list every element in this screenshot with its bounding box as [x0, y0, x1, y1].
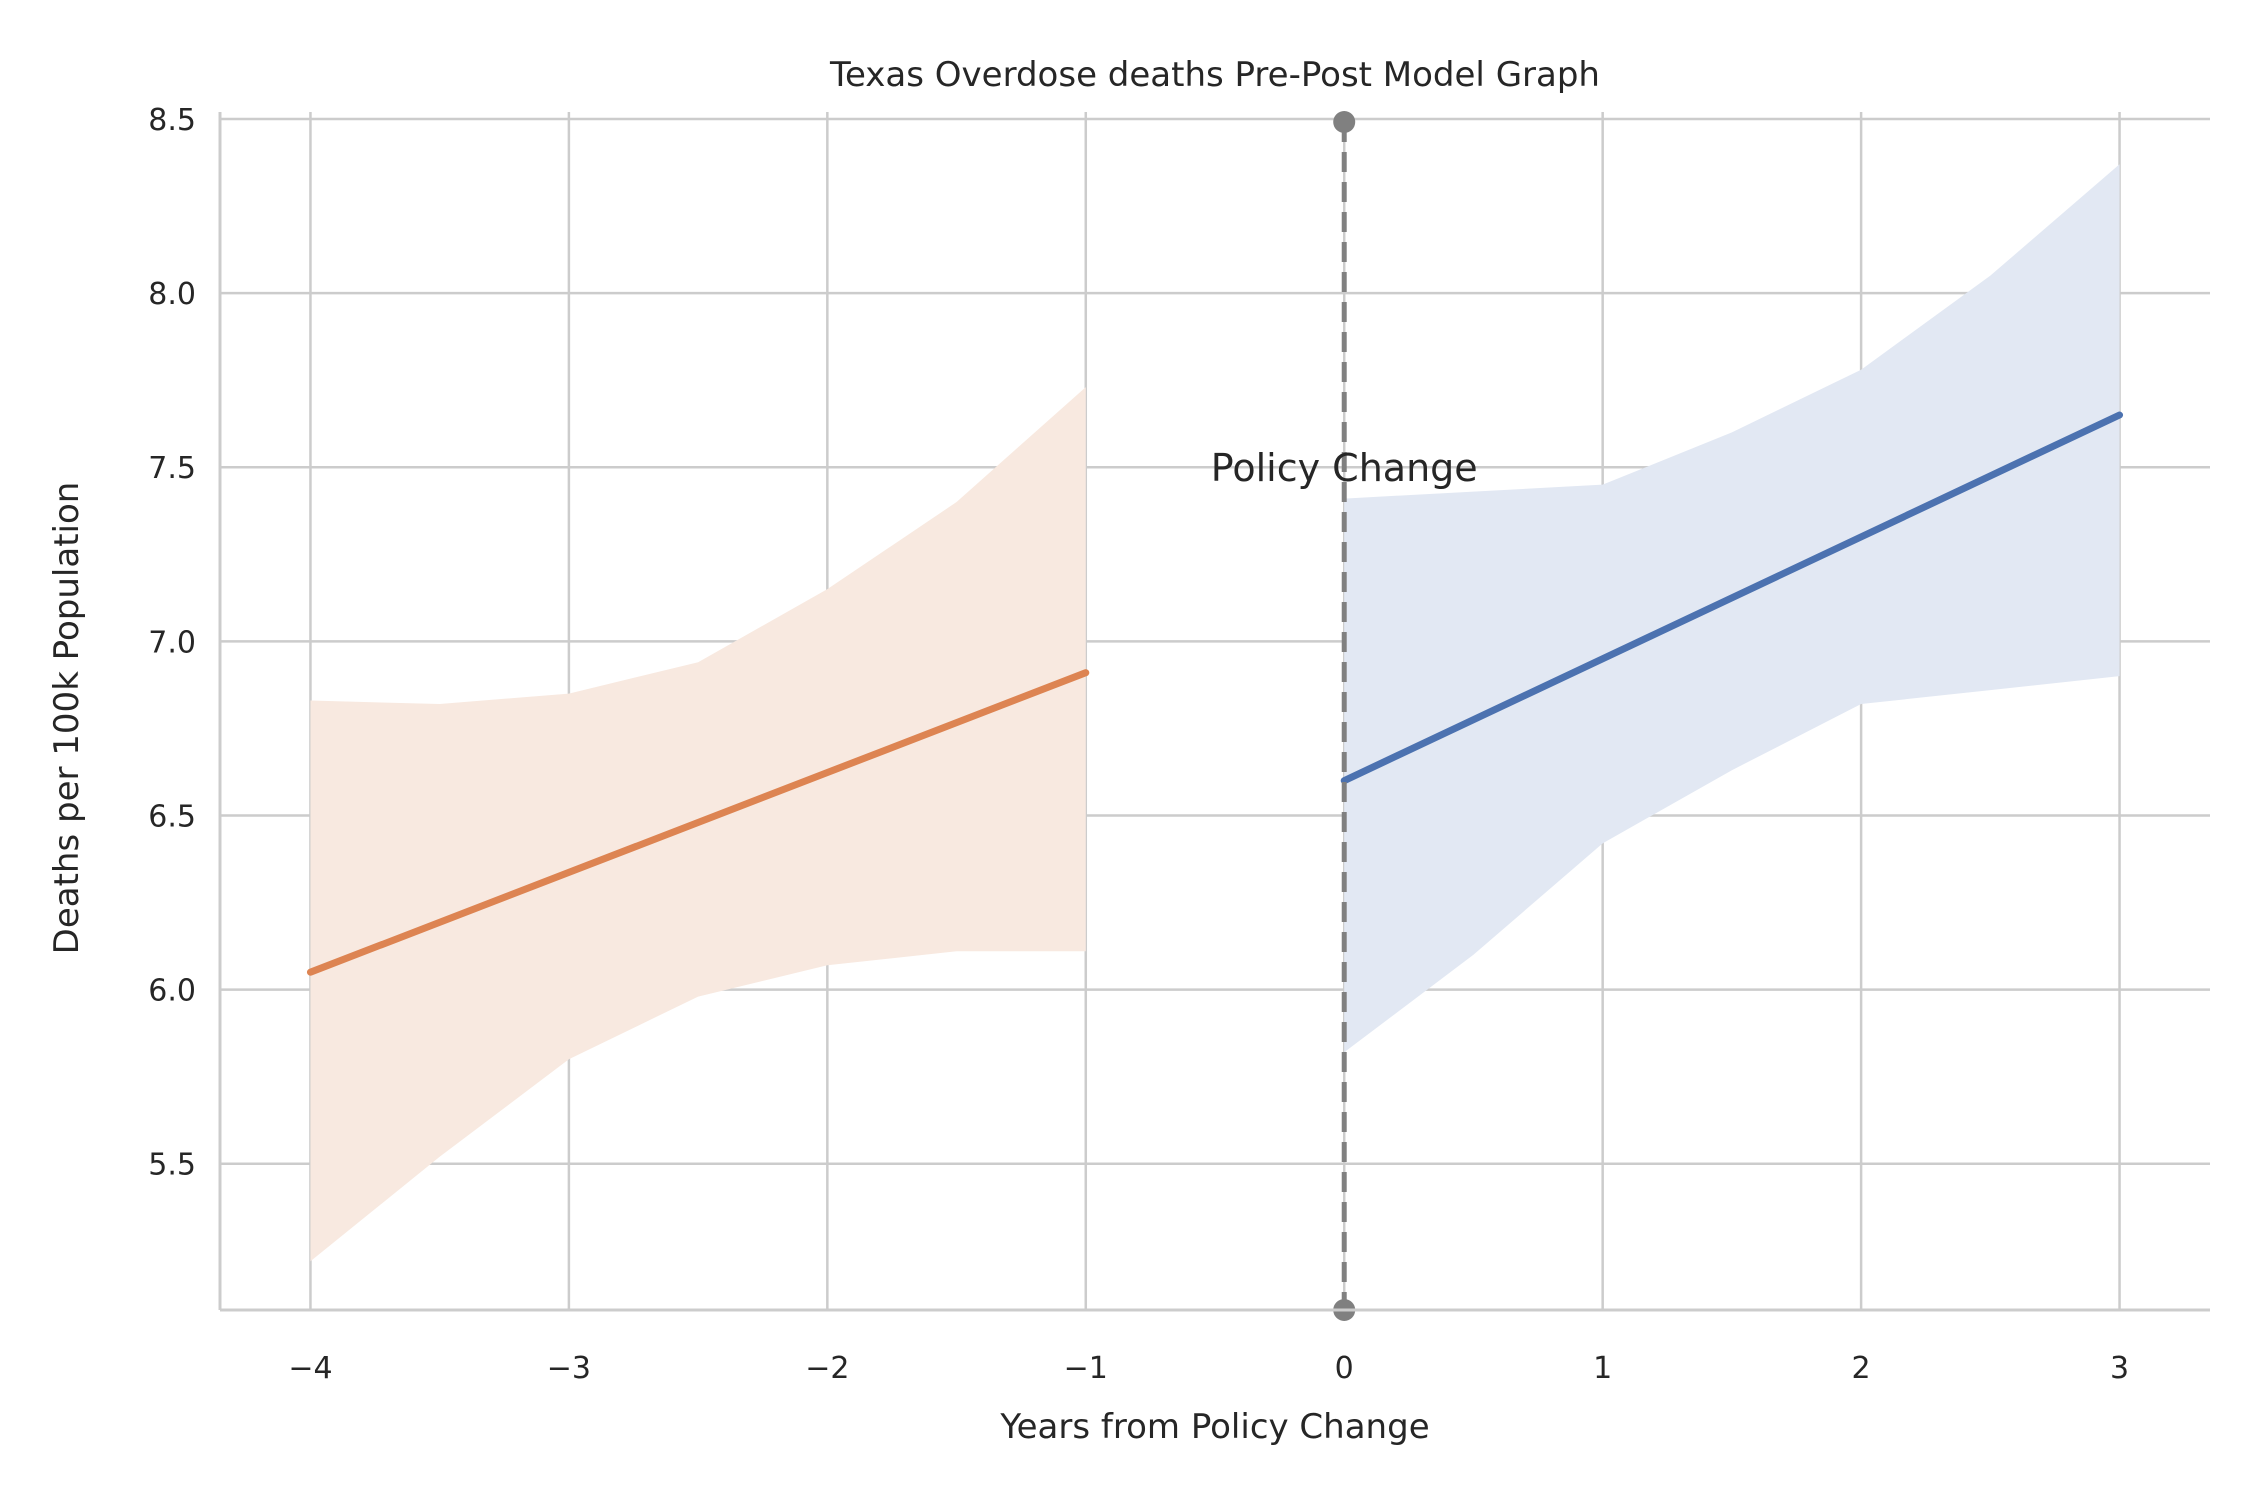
x-tick-label: 0 [1335, 1351, 1354, 1386]
chart-title: Texas Overdose deaths Pre-Post Model Gra… [829, 55, 1600, 95]
series-line-1 [306, 669, 1090, 976]
x-tick-label: 3 [2110, 1351, 2129, 1386]
x-tick-label: −2 [805, 1351, 849, 1386]
x-tick-label: −1 [1064, 1351, 1108, 1386]
confidence-bands [310, 164, 2120, 1262]
y-tick-label: 8.5 [148, 103, 196, 138]
regression-lines [306, 411, 2124, 976]
tick-labels: −4 −3 −2 −1 0 1 2 3 5.5 6.0 6.5 7.0 7.5 8.0 8.5 [148, 103, 2129, 1386]
y-tick-label: 7.5 [148, 451, 196, 486]
y-tick-label: 6.5 [148, 799, 196, 834]
series-line-2 [1340, 411, 2124, 785]
policy-change-annotation: Policy Change [1211, 446, 1478, 490]
x-tick-label: −4 [288, 1351, 332, 1386]
axes [218, 112, 2210, 1312]
x-tick-label: −3 [547, 1351, 591, 1386]
y-tick-label: 5.5 [148, 1148, 196, 1183]
y-tick-label: 6.0 [148, 974, 196, 1009]
y-tick-label: 8.0 [148, 277, 196, 312]
policy-line-top-marker [1333, 111, 1356, 133]
x-axis-label: Years from Policy Change [999, 1407, 1429, 1447]
confidence-band-2 [1344, 164, 2120, 1053]
x-tick-label: 2 [1852, 1351, 1871, 1386]
x-tick-label: 1 [1593, 1351, 1612, 1386]
y-tick-label: 7.0 [148, 625, 196, 660]
y-axis-label: Deaths per 100k Population [47, 482, 87, 955]
